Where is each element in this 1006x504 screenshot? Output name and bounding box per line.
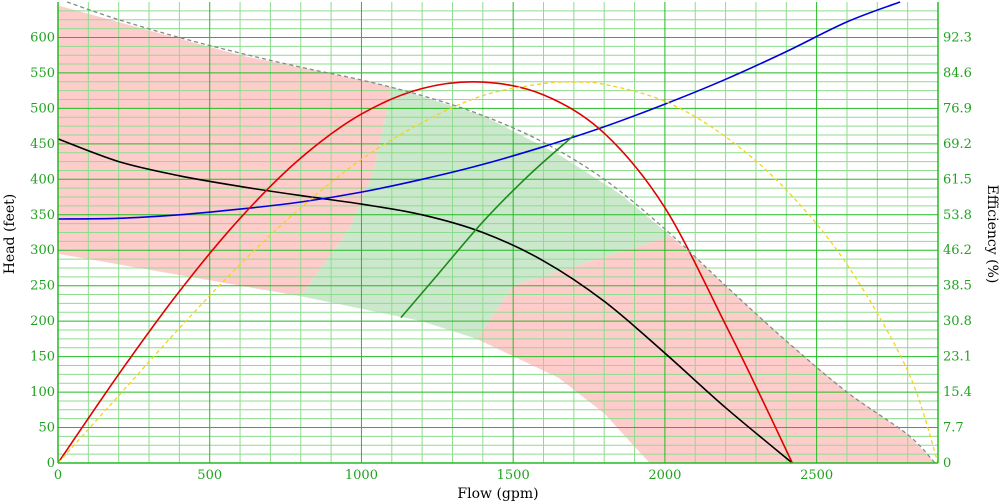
y2-tick-label: 53.8 xyxy=(943,208,972,223)
y2-tick-label: 23.1 xyxy=(943,350,972,365)
y-axis-title: Head (feet) xyxy=(2,194,18,275)
y-tick-label: 400 xyxy=(30,172,55,187)
x-tick-label: 0 xyxy=(54,468,62,483)
y-tick-label: 100 xyxy=(30,385,55,400)
y2-tick-label: 61.5 xyxy=(943,172,972,187)
y-tick-label: 200 xyxy=(30,314,55,329)
y-tick-label: 450 xyxy=(30,137,55,152)
y-tick-label: 250 xyxy=(30,279,55,294)
y2-tick-label: 38.5 xyxy=(943,279,972,294)
y-tick-label: 500 xyxy=(30,101,55,116)
y-tick-label: 50 xyxy=(38,421,55,436)
series-line-3 xyxy=(57,81,939,464)
y2-axis-title: Efficiency (%) xyxy=(984,185,1000,284)
tick-labels: 0 50 100 150 200 250 300 350 400 450 500 550 600 0 7.7… xyxy=(30,30,972,483)
y2-tick-label: 69.2 xyxy=(943,137,972,152)
y-tick-label: 0 xyxy=(47,456,55,471)
series-line-4 xyxy=(66,1,936,464)
series-line-1 xyxy=(57,1,901,220)
y2-tick-label: 30.8 xyxy=(943,314,972,329)
y-tick-label: 150 xyxy=(30,350,55,365)
y2-tick-label: 7.7 xyxy=(943,421,964,436)
series-line-5 xyxy=(400,134,575,319)
y-tick-label: 600 xyxy=(30,30,55,45)
y2-tick-label: 0 xyxy=(943,456,951,471)
series-line-2 xyxy=(57,81,794,464)
series-line-0 xyxy=(57,138,793,464)
x-tick-label: 1000 xyxy=(345,468,378,483)
y2-tick-label: 84.6 xyxy=(943,66,972,81)
operating-regions xyxy=(58,5,935,463)
x-tick-label: 500 xyxy=(197,468,222,483)
y2-tick-label: 92.3 xyxy=(943,30,972,45)
x-axis-title: Flow (gpm) xyxy=(457,486,538,502)
x-tick-label: 1500 xyxy=(497,468,530,483)
region-2 xyxy=(476,236,935,463)
plot-frame xyxy=(57,2,939,464)
x-tick-label: 2000 xyxy=(648,468,681,483)
grid xyxy=(57,2,939,464)
y-tick-label: 350 xyxy=(30,208,55,223)
y2-tick-label: 15.4 xyxy=(943,385,972,400)
y2-tick-label: 46.2 xyxy=(943,243,972,258)
series-lines xyxy=(57,1,939,464)
y-tick-label: 300 xyxy=(30,243,55,258)
y-tick-label: 550 xyxy=(30,66,55,81)
x-tick-label: 2500 xyxy=(800,468,833,483)
y2-tick-label: 76.9 xyxy=(943,101,972,116)
region-1 xyxy=(300,87,671,339)
